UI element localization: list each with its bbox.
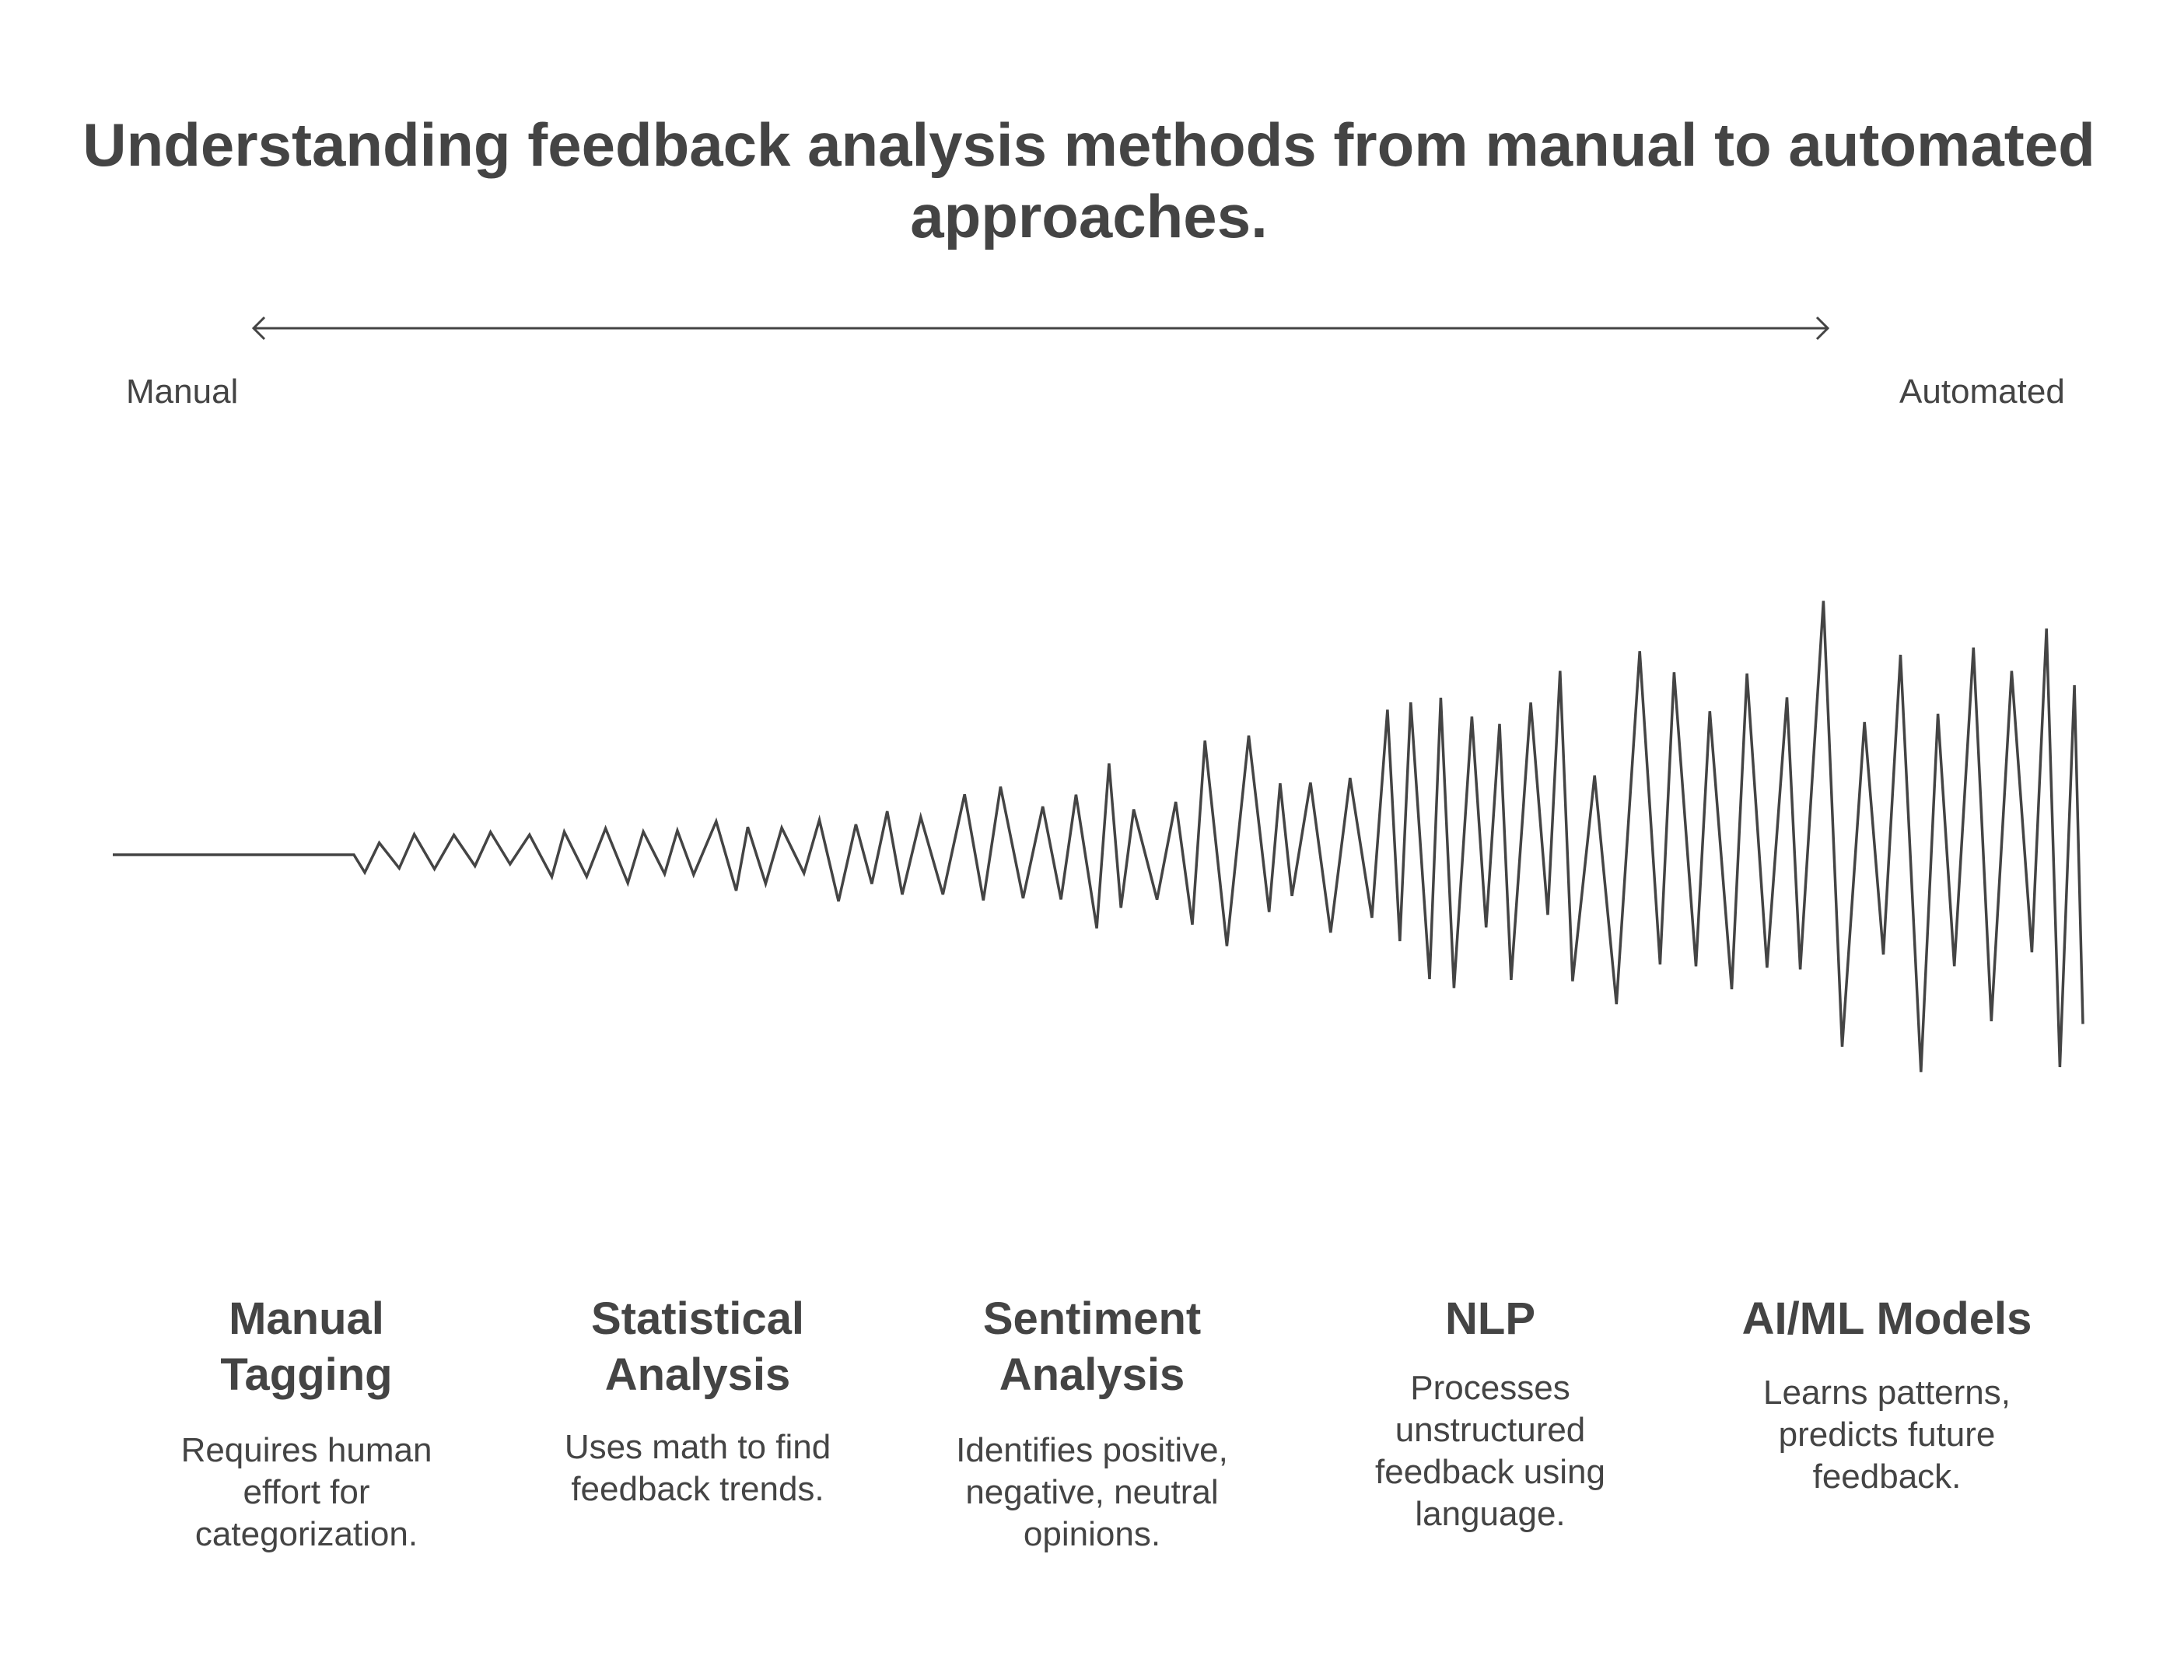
method-ai-ml-models: AI/ML Models Learns patterns, predicts f… — [1708, 1291, 2066, 1498]
scale-end-label: Automated — [1899, 373, 2065, 411]
scale-start-label: Manual — [126, 373, 239, 411]
method-title: NLP — [1445, 1293, 1535, 1344]
method-title: Sentiment Analysis — [982, 1293, 1202, 1400]
method-description: Processes unstructured feedback using la… — [1375, 1369, 1605, 1533]
method-manual-tagging: Manual Tagging Requires human effort for… — [128, 1291, 485, 1556]
method-description: Learns patterns, predicts future feedbac… — [1763, 1374, 2011, 1496]
method-description: Identifies positive, negative, neutral o… — [956, 1431, 1228, 1553]
waveform-line — [113, 600, 2084, 1073]
method-sentiment-analysis: Sentiment Analysis Identifies positive, … — [913, 1291, 1271, 1556]
method-nlp: NLP Processes unstructured feedback usin… — [1311, 1291, 1669, 1535]
method-description: Uses math to find feedback trends. — [564, 1428, 831, 1508]
method-description: Requires human effort for categorization… — [180, 1431, 432, 1553]
arrowhead-right-icon — [1815, 316, 1830, 341]
arrowhead-left-icon — [251, 316, 266, 341]
method-title: Statistical Analysis — [591, 1293, 804, 1400]
method-title: AI/ML Models — [1741, 1293, 2032, 1344]
method-statistical-analysis: Statistical Analysis Uses math to find f… — [519, 1291, 877, 1510]
page-title: Understanding feedback analysis methods … — [82, 110, 2095, 250]
method-title: Manual Tagging — [220, 1293, 393, 1400]
